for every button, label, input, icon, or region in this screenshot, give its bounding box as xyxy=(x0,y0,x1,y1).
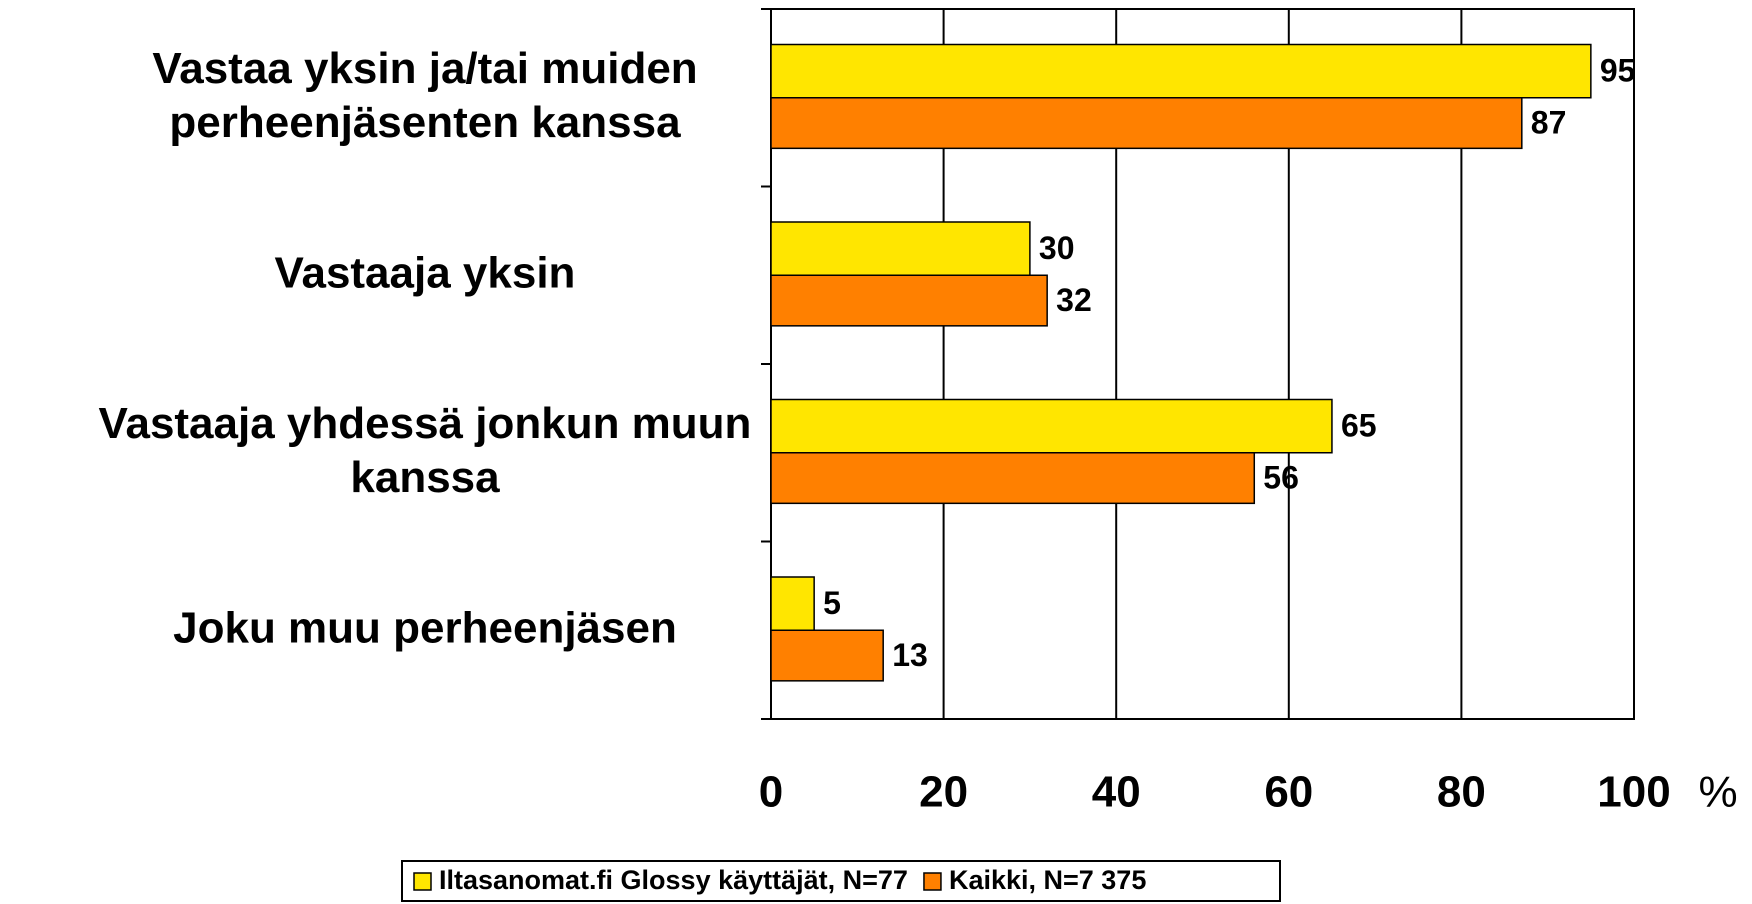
value-label: 32 xyxy=(1056,282,1092,318)
x-tick-label: 0 xyxy=(759,768,783,817)
value-label: 56 xyxy=(1263,459,1299,495)
y-tick-label: Joku muu perheenjäsen xyxy=(173,603,677,652)
legend-swatch xyxy=(923,872,942,891)
bar xyxy=(770,576,815,631)
y-tick-label-line: Vastaaja yhdessä jonkun muun xyxy=(99,398,752,447)
legend-frame xyxy=(401,860,1281,902)
value-label: 65 xyxy=(1341,408,1377,444)
value-label: 5 xyxy=(823,585,841,621)
bar xyxy=(770,221,1031,276)
y-tick-label-line: Joku muu perheenjäsen xyxy=(173,603,677,652)
x-axis-label: % xyxy=(1698,768,1737,817)
x-tick-label: 100 xyxy=(1597,768,1670,817)
y-tick-label: Vastaaja yksin xyxy=(275,248,576,297)
legend-label: Iltasanomat.fi Glossy käyttäjät, N=77 xyxy=(439,865,908,895)
y-tick-label: Vastaaja yhdessä jonkun muun kanssa xyxy=(99,398,752,501)
value-label: 95 xyxy=(1600,53,1636,89)
bar xyxy=(770,452,1256,505)
y-tick-label-line: Vastaaja yksin xyxy=(275,248,576,297)
y-tick-label: Vastaa yksin ja/tai muiden perheenjäsente… xyxy=(152,43,697,146)
bar xyxy=(770,398,1333,454)
y-tick-label-line: Vastaa yksin ja/tai muiden xyxy=(152,43,697,92)
y-tick-label-line: perheenjäsenten kanssa xyxy=(169,97,681,146)
bar xyxy=(770,97,1523,150)
legend-swatch xyxy=(413,872,432,891)
y-tick-label-line: kanssa xyxy=(350,452,500,501)
value-label: 87 xyxy=(1531,104,1567,140)
legend-label: Kaikki, N=7 375 xyxy=(949,865,1146,895)
x-tick-label: 40 xyxy=(1092,768,1141,817)
value-label: 13 xyxy=(892,637,928,673)
bar xyxy=(770,43,1592,99)
x-tick-label: 20 xyxy=(919,768,968,817)
bar xyxy=(770,274,1048,327)
x-tick-label: 80 xyxy=(1437,768,1486,817)
x-tick-label: 60 xyxy=(1264,768,1313,817)
bar xyxy=(770,629,884,682)
value-label: 30 xyxy=(1039,230,1075,266)
